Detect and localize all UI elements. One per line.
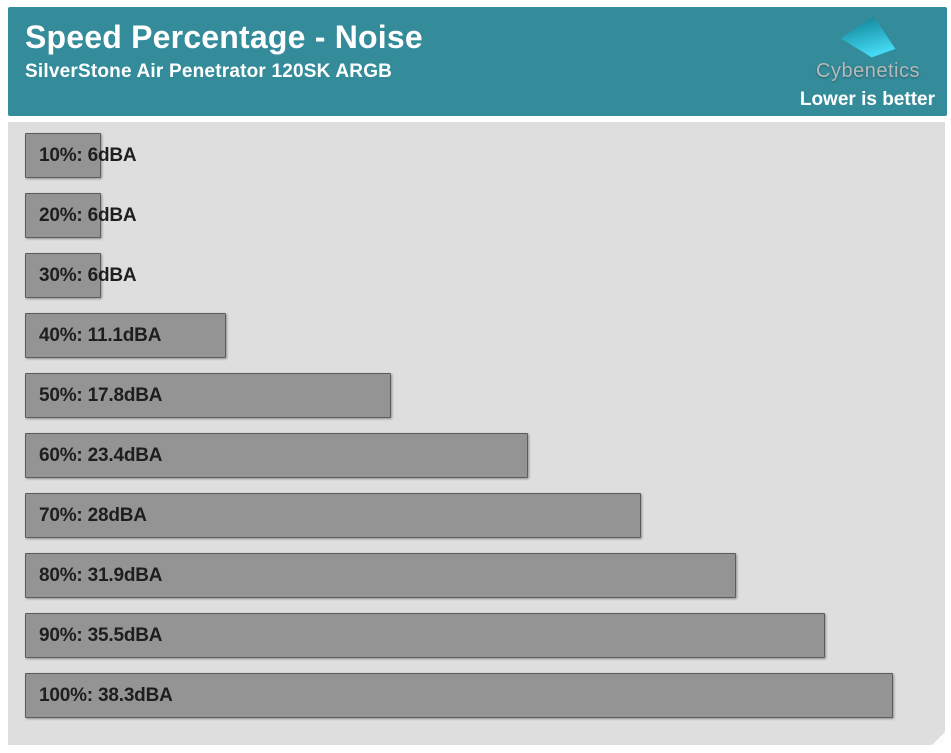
- bar: [25, 193, 102, 238]
- bar-label: 50%: 17.8dBA: [39, 385, 163, 406]
- lower-is-better-label: Lower is better: [799, 89, 935, 110]
- cybenetics-logo: Cybenetics: [807, 11, 929, 83]
- bar-label: 10%: 6dBA: [39, 145, 137, 166]
- bar-row: 40%: 11.1dBA: [25, 313, 945, 358]
- bar: [25, 373, 391, 418]
- bar: [25, 613, 825, 658]
- header: Speed Percentage - Noise SilverStone Air…: [8, 7, 947, 116]
- bar: [25, 553, 737, 598]
- bar: [25, 253, 102, 298]
- bar-label: 60%: 23.4dBA: [39, 445, 163, 466]
- bar-row: 20%: 6dBA: [25, 193, 945, 238]
- bar-row: 70%: 28dBA: [25, 493, 945, 538]
- bar-row: 60%: 23.4dBA: [25, 433, 945, 478]
- bar-row: 100%: 38.3dBA: [25, 673, 945, 718]
- bar: [25, 433, 528, 478]
- bar-row: 30%: 6dBA: [25, 253, 945, 298]
- page-subtitle: SilverStone Air Penetrator 120SK ARGB: [25, 61, 393, 82]
- bar-row: 50%: 17.8dBA: [25, 373, 945, 418]
- bar-label: 100%: 38.3dBA: [39, 685, 173, 706]
- bar-label: 90%: 35.5dBA: [39, 625, 163, 646]
- cybenetics-logo-mark-icon: [840, 16, 896, 58]
- bar-chart: 10%: 6dBA 20%: 6dBA 30%: 6dBA 40%: 11.1dBA 5…: [8, 122, 945, 745]
- bar-label: 80%: 31.9dBA: [39, 565, 163, 586]
- bar: [25, 673, 894, 718]
- bar-row: 90%: 35.5dBA: [25, 613, 945, 658]
- bar-label: 40%: 11.1dBA: [39, 325, 162, 346]
- brand-label: Cybenetics: [816, 60, 920, 82]
- bar-label: 30%: 6dBA: [39, 265, 137, 286]
- header-titles: Speed Percentage - Noise SilverStone Air…: [25, 17, 423, 83]
- bar-row: 80%: 31.9dBA: [25, 553, 945, 598]
- page-title: Speed Percentage - Noise: [25, 19, 423, 55]
- bar: [25, 133, 102, 178]
- bar-label: 20%: 6dBA: [39, 205, 137, 226]
- bar-label: 70%: 28dBA: [39, 505, 147, 526]
- bar: [25, 493, 641, 538]
- bar: [25, 313, 227, 358]
- bar-row: 10%: 6dBA: [25, 133, 945, 178]
- corner-cut: [932, 732, 945, 745]
